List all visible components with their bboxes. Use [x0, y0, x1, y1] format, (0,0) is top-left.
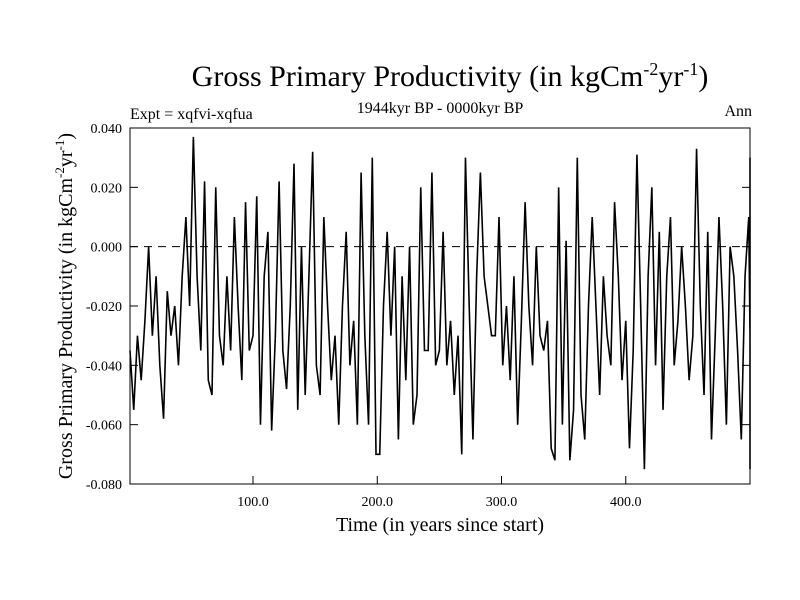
- period-label: 1944kyr BP - 0000kyr BP: [357, 100, 524, 117]
- chart-title-main: Gross Primary Productivity (in kgCm: [192, 60, 644, 93]
- chart-title-mid: yr: [658, 60, 683, 93]
- x-axis-label: Time (in years since start): [336, 514, 544, 536]
- y-axis-ticks: 0.040 0.020 0.000 -0.020 -0.040 -0.060 -0.080: [86, 122, 750, 493]
- expt-label: Expt = xqfvi-xqfua: [130, 106, 253, 123]
- chart-title: Gross Primary Productivity (in kgCm-2yr-…: [192, 59, 709, 93]
- y-tick-label: -0.020: [86, 300, 122, 315]
- y-tick-label: 0.020: [91, 181, 123, 196]
- x-tick-label: 200.0: [362, 495, 394, 510]
- y-label-mid: yr: [55, 150, 77, 167]
- y-label-main: Gross Primary Productivity (in kgCm: [55, 178, 77, 480]
- x-tick-label: 400.0: [610, 495, 642, 510]
- x-axis-ticks: 100.0 200.0 300.0 400.0: [237, 476, 642, 510]
- x-tick-label: 300.0: [486, 495, 518, 510]
- y-axis-label: Gross Primary Productivity (in kgCm-2yr-…: [52, 133, 77, 479]
- y-label-sup2: -1: [52, 140, 67, 151]
- season-label: Ann: [724, 103, 752, 120]
- y-tick-label: 0.000: [91, 241, 123, 256]
- y-tick-label: -0.080: [86, 478, 122, 493]
- y-tick-label: -0.040: [86, 359, 122, 374]
- y-label-sup1: -2: [52, 167, 67, 178]
- y-label-end: ): [55, 133, 77, 140]
- chart-title-sup1: -2: [643, 59, 658, 79]
- gpp-series-line: [129, 136, 751, 470]
- x-tick-label: 100.0: [237, 495, 269, 510]
- y-tick-label: 0.040: [91, 122, 123, 137]
- y-tick-label: -0.060: [86, 419, 122, 434]
- chart-title-end: ): [698, 60, 708, 93]
- chart-title-sup2: -1: [683, 59, 698, 79]
